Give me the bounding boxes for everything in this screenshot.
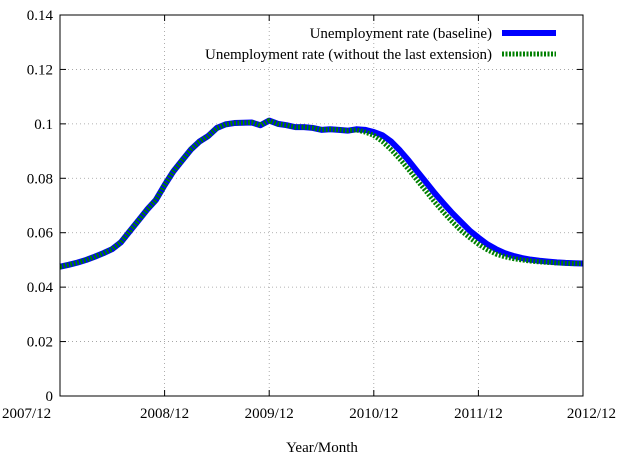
y-tick-label: 0.06 [27, 226, 54, 242]
y-tick-label: 0.1 [34, 117, 53, 133]
series-layer [59, 117, 584, 270]
y-tick-label: 0 [46, 389, 54, 405]
y-tick-label: 0.14 [27, 8, 54, 24]
x-tick-label: 2012/12 [567, 406, 616, 422]
axis-ticks [59, 14, 584, 397]
legend-label: Unemployment rate (baseline) [310, 26, 492, 42]
x-axis-title: Year/Month [286, 440, 358, 456]
series-line-baseline [59, 117, 584, 270]
series-line-without-extension [59, 118, 583, 270]
plot-frame [59, 14, 584, 397]
x-tick-label: 2011/12 [454, 406, 503, 422]
x-tick-label: 2009/12 [245, 406, 294, 422]
x-tick-label: 2007/12 [2, 406, 51, 422]
x-tick-label: 2008/12 [140, 406, 189, 422]
y-axis-tick-labels: 0 0.02 0.04 0.06 0.08 0.1 0.12 0.14 [27, 8, 54, 405]
legend: Unemployment rate (baseline) Unemployment… [205, 26, 556, 63]
legend-label: Unemployment rate (without the last exte… [205, 47, 492, 63]
y-tick-label: 0.04 [27, 280, 54, 296]
x-tick-label: 2010/12 [349, 406, 398, 422]
y-tick-label: 0.08 [27, 171, 53, 187]
x-axis-tick-labels: 2007/12 2008/12 2009/12 2010/12 2011/12 2012/… [2, 406, 616, 422]
y-tick-label: 0.12 [27, 62, 53, 78]
grid-lines [60, 15, 583, 396]
y-tick-label: 0.02 [27, 335, 53, 351]
